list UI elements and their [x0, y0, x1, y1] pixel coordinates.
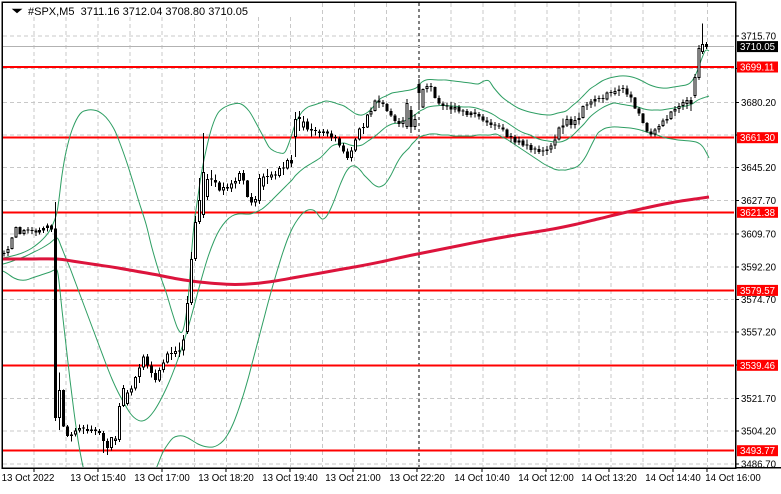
svg-text:3539.46: 3539.46	[740, 361, 775, 372]
svg-text:3710.05: 3710.05	[740, 42, 775, 53]
svg-text:3557.20: 3557.20	[741, 328, 777, 339]
svg-text:3715.70: 3715.70	[741, 32, 777, 43]
svg-text:3579.57: 3579.57	[740, 286, 775, 297]
svg-text:3486.70: 3486.70	[741, 459, 777, 470]
svg-text:3661.30: 3661.30	[740, 133, 776, 144]
svg-text:13 Oct 19:40: 13 Oct 19:40	[262, 473, 318, 484]
svg-text:3627.70: 3627.70	[741, 196, 777, 207]
svg-text:13 Oct 2022: 13 Oct 2022	[2, 473, 55, 484]
svg-text:13 Oct 17:00: 13 Oct 17:00	[134, 473, 190, 484]
svg-text:3521.70: 3521.70	[741, 394, 777, 405]
svg-text:13 Oct 18:20: 13 Oct 18:20	[198, 473, 254, 484]
svg-text:13 Oct 22:20: 13 Oct 22:20	[389, 473, 445, 484]
svg-text:3493.77: 3493.77	[740, 446, 775, 457]
svg-text:#SPX,M5 3711.16 3712.04 3708.: #SPX,M5 3711.16 3712.04 3708.80 3710.05	[28, 6, 248, 18]
svg-text:14 Oct 12:00: 14 Oct 12:00	[518, 473, 574, 484]
svg-text:3504.20: 3504.20	[741, 427, 777, 438]
svg-text:14 Oct 14:40: 14 Oct 14:40	[645, 473, 701, 484]
svg-text:3621.38: 3621.38	[740, 208, 775, 219]
svg-text:3592.20: 3592.20	[741, 262, 777, 273]
svg-text:13 Oct 21:00: 13 Oct 21:00	[325, 473, 381, 484]
svg-text:3574.70: 3574.70	[741, 295, 777, 306]
svg-text:14 Oct 16:00: 14 Oct 16:00	[705, 473, 761, 484]
svg-text:3609.70: 3609.70	[741, 230, 777, 241]
svg-text:14 Oct 13:20: 14 Oct 13:20	[581, 473, 637, 484]
svg-text:14 Oct 10:40: 14 Oct 10:40	[454, 473, 510, 484]
svg-text:3645.20: 3645.20	[741, 163, 777, 174]
svg-text:3699.11: 3699.11	[740, 63, 774, 74]
svg-text:13 Oct 15:40: 13 Oct 15:40	[70, 473, 126, 484]
svg-text:3680.20: 3680.20	[741, 98, 777, 109]
